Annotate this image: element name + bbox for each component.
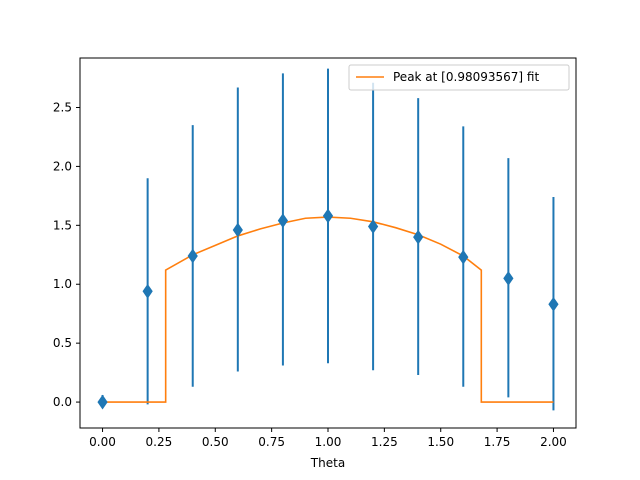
legend-box — [348, 64, 570, 91]
x-tick-label: 1.75 — [484, 435, 511, 449]
x-tick-label: 0.50 — [202, 435, 229, 449]
data-point — [232, 222, 243, 238]
x-tick-label: 1.50 — [427, 435, 454, 449]
data-point — [97, 394, 108, 410]
x-tick-label: 0.75 — [258, 435, 285, 449]
data-point — [503, 270, 514, 286]
data-point — [142, 283, 153, 299]
data-point — [277, 213, 289, 228]
x-axis-label: Theta — [310, 456, 345, 470]
x-tick-label: 0.00 — [89, 435, 116, 449]
x-tick-label: 2.00 — [540, 435, 567, 449]
data-point — [413, 229, 424, 245]
data-point — [187, 248, 198, 264]
x-axis: 0.00 0.25 0.50 0.75 1.00 1.25 1.50 1.75 2.00 — [89, 428, 567, 449]
marker-series — [97, 208, 559, 410]
legend-label: Peak at [0.98093567] fit — [393, 70, 539, 84]
y-tick-label: 2.0 — [53, 159, 72, 173]
y-tick-label: 0.5 — [53, 336, 72, 350]
data-point — [367, 219, 379, 234]
y-tick-label: 0.0 — [53, 395, 72, 409]
legend: Peak at [0.98093567] fit — [348, 64, 570, 91]
y-axis: 0.0 0.5 1.0 1.5 2.0 2.5 — [53, 100, 80, 409]
x-tick-label: 1.25 — [371, 435, 398, 449]
x-tick-label: 1.00 — [315, 435, 342, 449]
y-tick-label: 2.5 — [53, 100, 72, 114]
x-tick-label: 0.25 — [146, 435, 173, 449]
y-tick-label: 1.0 — [53, 277, 72, 291]
data-point — [458, 249, 469, 265]
data-point — [322, 208, 334, 224]
data-point — [548, 296, 559, 312]
y-tick-label: 1.5 — [53, 218, 72, 232]
